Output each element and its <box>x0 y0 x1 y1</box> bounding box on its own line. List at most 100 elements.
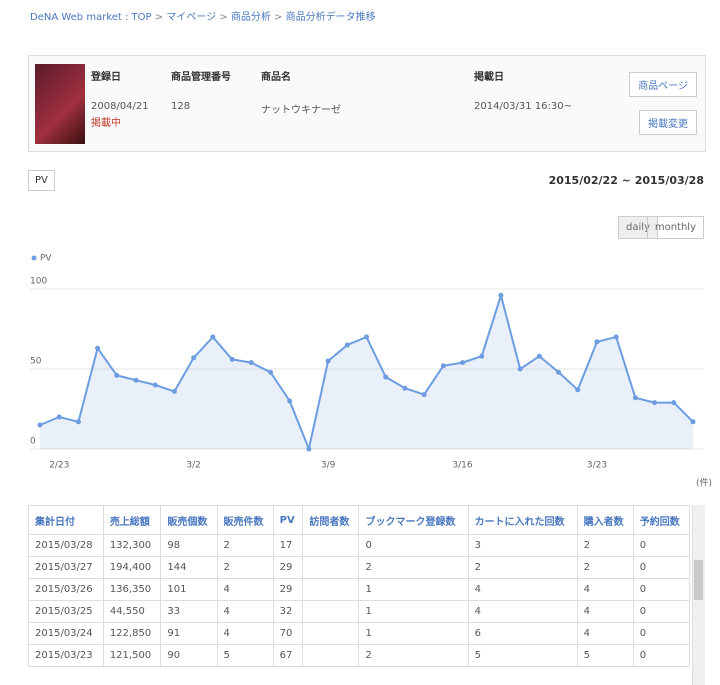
table-cell <box>303 601 359 623</box>
area <box>40 295 693 449</box>
column-header[interactable]: 購入者数 <box>577 506 633 535</box>
column-header[interactable]: ブックマーク登録数 <box>359 506 468 535</box>
breadcrumb-item[interactable]: DeNA Web market : TOP <box>30 12 152 23</box>
point <box>364 335 369 340</box>
table-cell: 4 <box>468 601 577 623</box>
point <box>249 360 254 365</box>
column-header[interactable]: PV <box>273 506 303 535</box>
point <box>441 363 446 368</box>
point <box>287 399 292 404</box>
table-cell: 136,350 <box>103 579 161 601</box>
breadcrumb-item[interactable]: マイページ <box>152 12 217 23</box>
x-tick-label: 2/23 <box>49 461 69 471</box>
table-cell: 0 <box>633 601 689 623</box>
field-value: 2014/03/31 16:30~ <box>474 101 572 112</box>
table-cell: 1 <box>359 601 468 623</box>
point <box>518 367 523 372</box>
metric-select[interactable]: PV <box>28 170 55 191</box>
point <box>479 354 484 359</box>
point <box>172 389 177 394</box>
point <box>38 423 43 428</box>
table-cell: 2 <box>577 557 633 579</box>
breadcrumb-item: 商品分析データ推移 <box>271 12 376 23</box>
column-header[interactable]: 集計日付 <box>29 506 104 535</box>
point <box>210 335 215 340</box>
date-range[interactable]: 2015/02/22 ~ 2015/03/28 <box>549 174 704 187</box>
scroll-thumb[interactable] <box>694 560 703 600</box>
point <box>95 346 100 351</box>
table-cell: 32 <box>273 601 303 623</box>
point <box>326 359 331 364</box>
product-image <box>35 64 85 144</box>
table-cell: 91 <box>161 623 217 645</box>
column-header[interactable]: 販売件数 <box>217 506 273 535</box>
table-cell: 5 <box>577 645 633 667</box>
table-cell: 4 <box>577 579 633 601</box>
table-cell: 4 <box>577 623 633 645</box>
table-cell: 33 <box>161 601 217 623</box>
table-cell: 101 <box>161 579 217 601</box>
table-cell: 122,850 <box>103 623 161 645</box>
table-cell: 2015/03/28 <box>29 535 104 557</box>
point <box>306 447 311 452</box>
point <box>153 383 158 388</box>
table-cell: 4 <box>217 601 273 623</box>
field-label: 登録日 <box>91 68 121 83</box>
column-header[interactable]: 売上総額 <box>103 506 161 535</box>
table-cell: 4 <box>468 579 577 601</box>
x-tick-label: 3/9 <box>321 461 336 471</box>
legend-marker <box>32 256 37 261</box>
table-cell <box>303 535 359 557</box>
point <box>652 400 657 405</box>
unit-label: (件) <box>696 477 712 489</box>
column-header[interactable]: 予約回数 <box>633 506 689 535</box>
point <box>422 392 427 397</box>
button[interactable]: 掲載変更 <box>639 110 697 135</box>
x-tick-label: 3/23 <box>587 461 607 471</box>
table-cell: 2015/03/23 <box>29 645 104 667</box>
table-cell: 2015/03/26 <box>29 579 104 601</box>
table-cell: 1 <box>359 623 468 645</box>
x-tick-label: 3/2 <box>186 461 200 471</box>
point <box>76 419 81 424</box>
point <box>230 357 235 362</box>
field-label: 商品管理番号 <box>171 68 231 83</box>
table-cell: 0 <box>633 535 689 557</box>
table-cell: 4 <box>577 601 633 623</box>
table-cell: 6 <box>468 623 577 645</box>
point <box>537 354 542 359</box>
button[interactable]: 商品ページ <box>629 72 697 97</box>
table-cell: 2015/03/27 <box>29 557 104 579</box>
point <box>614 335 619 340</box>
point <box>460 360 465 365</box>
table-cell: 2 <box>359 557 468 579</box>
table-cell: 2 <box>217 535 273 557</box>
product-card: 登録日 商品管理番号 商品名 掲載日 2008/04/21 掲載中 128 ナッ… <box>28 55 706 152</box>
point <box>57 415 62 420</box>
toggle[interactable]: monthly <box>647 216 704 239</box>
field-label: 掲載日 <box>474 68 504 83</box>
table-cell <box>303 645 359 667</box>
point <box>402 386 407 391</box>
column-header[interactable]: カートに入れた回数 <box>468 506 577 535</box>
table-cell <box>303 557 359 579</box>
table-cell: 67 <box>273 645 303 667</box>
table-cell: 121,500 <box>103 645 161 667</box>
table-cell: 2015/03/25 <box>29 601 104 623</box>
table-cell: 70 <box>273 623 303 645</box>
table-cell: 2 <box>468 557 577 579</box>
point <box>594 339 599 344</box>
column-header[interactable]: 訪問者数 <box>303 506 359 535</box>
table-cell: 5 <box>217 645 273 667</box>
point <box>134 378 139 383</box>
breadcrumb-item[interactable]: 商品分析 <box>216 12 271 23</box>
column-header[interactable]: 販売個数 <box>161 506 217 535</box>
point <box>691 419 696 424</box>
x-tick-label: 3/16 <box>452 461 472 471</box>
